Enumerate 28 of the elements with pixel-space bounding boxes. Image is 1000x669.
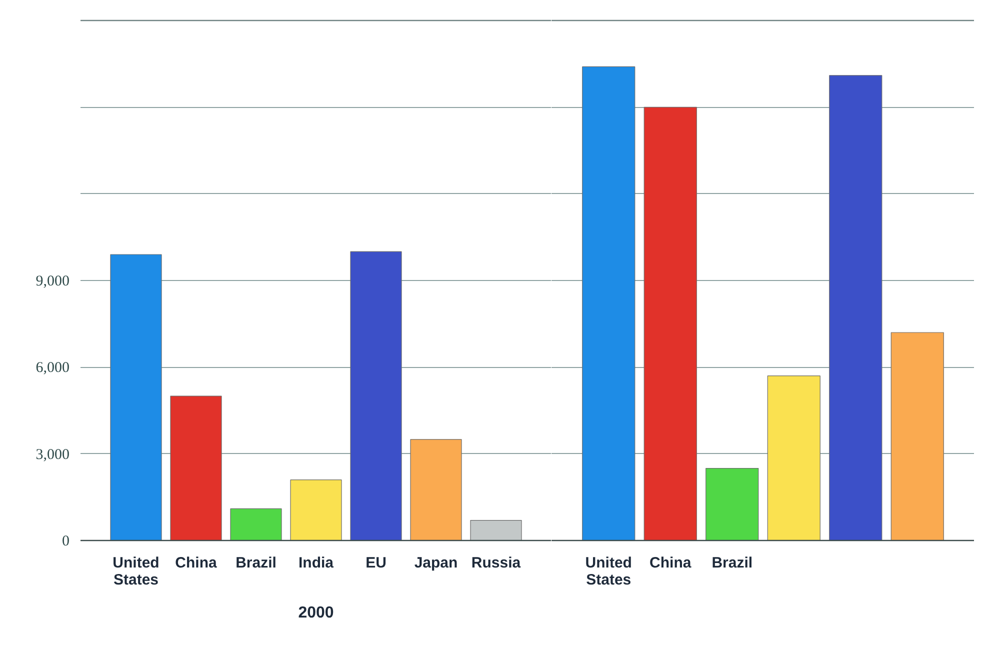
bar <box>829 75 882 540</box>
bar <box>170 396 222 540</box>
bar <box>767 376 820 540</box>
bar <box>470 520 522 540</box>
x-axis-title: 2000 <box>298 604 334 622</box>
bar <box>644 106 697 540</box>
x-tick-label: India <box>298 554 334 572</box>
bar <box>110 254 162 540</box>
y-tick-label: 9,000 <box>36 274 70 290</box>
bar <box>890 332 944 540</box>
y-tick-label: 3,000 <box>36 446 70 463</box>
x-tick-label: United States <box>585 554 632 588</box>
x-tick-label: China <box>175 554 218 572</box>
x-tick-label: Japan <box>414 554 458 572</box>
x-tick-label: EU <box>366 554 386 572</box>
bar <box>290 480 342 540</box>
bar <box>582 66 636 540</box>
x-tick-label: Brazil <box>712 554 753 572</box>
x-tick-label: China <box>650 554 692 572</box>
x-tick-label: United States <box>112 554 160 588</box>
bar <box>350 251 402 540</box>
bar <box>706 468 759 540</box>
bar <box>410 439 462 540</box>
bar <box>230 508 282 540</box>
y-tick-label: 0 <box>62 534 70 550</box>
x-tick-label: Russia <box>471 554 522 572</box>
x-tick-label: Brazil <box>236 554 276 572</box>
y-tick-label: 6,000 <box>36 360 70 376</box>
